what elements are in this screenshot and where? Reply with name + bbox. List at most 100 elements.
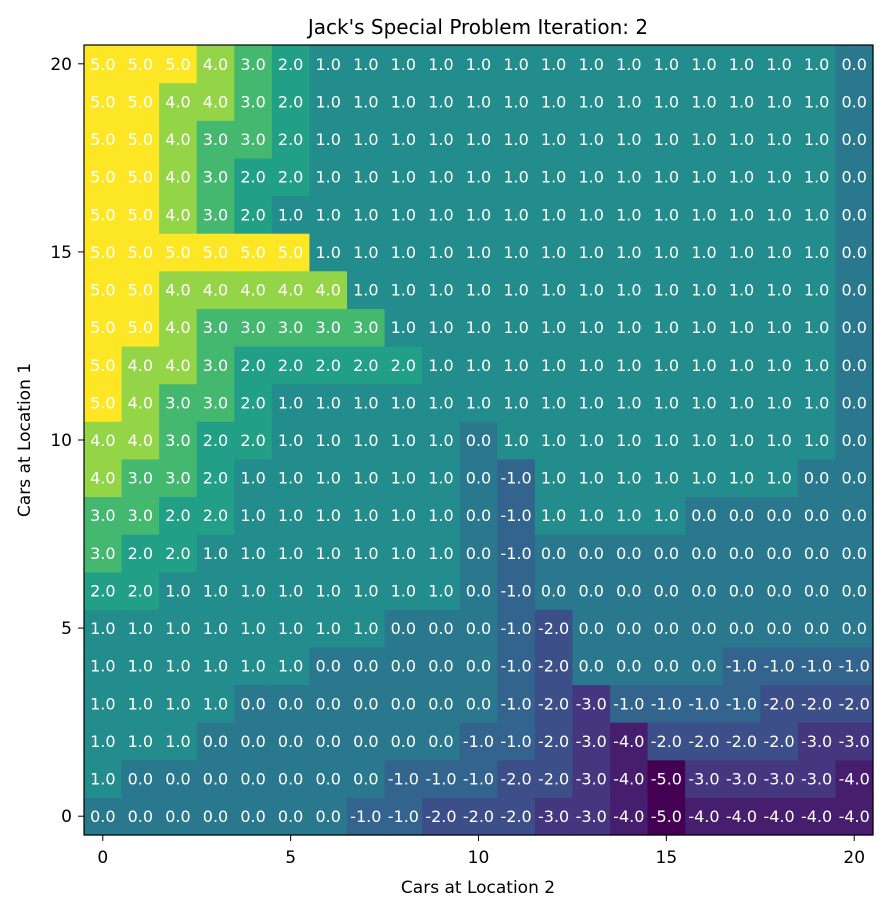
cell-label-10-18: 1.0 xyxy=(766,431,791,450)
heatmap-cell-18-13 xyxy=(572,120,611,159)
heatmap-cell-3-7 xyxy=(347,684,386,723)
cell-label-9-11: -1.0 xyxy=(500,469,531,488)
heatmap-cell-8-3 xyxy=(196,496,235,535)
heatmap-cell-11-4 xyxy=(234,383,273,422)
cell-label-11-2: 3.0 xyxy=(165,393,190,412)
cell-label-18-17: 1.0 xyxy=(729,130,754,149)
cell-label-10-0: 4.0 xyxy=(90,431,115,450)
heatmap-cell-12-18 xyxy=(760,345,799,385)
cell-label-12-1: 4.0 xyxy=(128,356,153,375)
heatmap-cell-16-10 xyxy=(459,195,498,234)
cell-label-15-10: 1.0 xyxy=(466,243,491,262)
heatmap-cell-13-5 xyxy=(271,308,311,347)
heatmap-cell-5-13 xyxy=(572,609,611,648)
heatmap-cell-13-8 xyxy=(384,308,423,347)
heatmap-cell-9-20 xyxy=(835,458,874,498)
heatmap-cell-2-2 xyxy=(159,722,198,761)
heatmap-cell-14-19 xyxy=(797,270,837,309)
heatmap-cell-13-20 xyxy=(835,308,874,347)
cell-label-8-0: 3.0 xyxy=(90,506,115,525)
heatmap-cell-12-20 xyxy=(835,345,874,385)
cell-label-10-14: 1.0 xyxy=(616,431,641,450)
cell-label-5-13: 0.0 xyxy=(578,619,603,638)
cell-label-13-16: 1.0 xyxy=(691,318,716,337)
cell-label-16-8: 1.0 xyxy=(391,205,416,224)
cell-label-17-11: 1.0 xyxy=(503,168,528,187)
cell-label-19-0: 5.0 xyxy=(90,92,115,111)
heatmap-cell-1-10 xyxy=(459,759,498,798)
cell-label-15-20: 0.0 xyxy=(841,243,866,262)
heatmap-cell-1-8 xyxy=(384,759,423,798)
heatmap-cell-9-16 xyxy=(685,458,724,498)
heatmap-cell-17-9 xyxy=(422,157,461,197)
heatmap-cell-13-10 xyxy=(459,308,498,347)
heatmap-cell-4-9 xyxy=(422,646,461,686)
cell-label-19-3: 4.0 xyxy=(203,92,228,111)
heatmap-cell-6-7 xyxy=(347,571,386,610)
x-tick-label-0: 0 xyxy=(97,848,108,868)
cell-label-11-10: 1.0 xyxy=(466,393,491,412)
heatmap-cell-12-15 xyxy=(647,345,686,385)
heatmap-cell-17-15 xyxy=(647,157,686,197)
heatmap-cell-1-15 xyxy=(647,759,686,798)
cell-label-8-4: 1.0 xyxy=(240,506,265,525)
heatmap-cell-9-2 xyxy=(159,458,198,498)
heatmap-cell-15-0 xyxy=(84,233,123,272)
heatmap-cell-12-13 xyxy=(572,345,611,385)
heatmap-cell-19-18 xyxy=(760,82,799,121)
cell-label-20-15: 1.0 xyxy=(654,55,679,74)
heatmap-cell-20-15 xyxy=(647,45,686,84)
heatmap-cell-15-11 xyxy=(497,233,536,272)
heatmap-cell-20-3 xyxy=(196,45,235,84)
heatmap-cell-9-3 xyxy=(196,458,235,498)
heatmap-cell-18-12 xyxy=(534,120,574,159)
heatmap-cell-3-17 xyxy=(722,684,761,723)
cell-label-4-7: 0.0 xyxy=(353,657,378,676)
cell-label-0-12: -3.0 xyxy=(538,807,569,826)
heatmap-cell-16-2 xyxy=(159,195,198,234)
heatmap-cell-13-2 xyxy=(159,308,198,347)
cell-label-4-5: 1.0 xyxy=(278,657,303,676)
cell-label-3-5: 0.0 xyxy=(278,694,303,713)
heatmap-cell-0-2 xyxy=(159,797,198,836)
cell-label-9-12: 1.0 xyxy=(541,469,566,488)
cell-label-3-20: -2.0 xyxy=(839,694,870,713)
cell-label-14-11: 1.0 xyxy=(503,281,528,300)
cell-label-14-6: 4.0 xyxy=(315,281,340,300)
cell-label-13-9: 1.0 xyxy=(428,318,453,337)
heatmap-cell-14-11 xyxy=(497,270,536,309)
cell-label-11-12: 1.0 xyxy=(541,393,566,412)
cell-label-13-8: 1.0 xyxy=(391,318,416,337)
cell-label-5-8: 0.0 xyxy=(391,619,416,638)
heatmap-cell-16-19 xyxy=(797,195,837,234)
heatmap-cell-17-6 xyxy=(309,157,348,197)
heatmap-cell-8-20 xyxy=(835,496,874,535)
heatmap-cell-17-0 xyxy=(84,157,123,197)
cell-label-9-2: 3.0 xyxy=(165,469,190,488)
heatmap-cell-0-5 xyxy=(271,797,311,836)
heatmap-cell-5-1 xyxy=(121,609,160,648)
cell-label-12-5: 2.0 xyxy=(278,356,303,375)
heatmap-cell-16-20 xyxy=(835,195,874,234)
cell-label-15-13: 1.0 xyxy=(578,243,603,262)
cell-label-17-0: 5.0 xyxy=(90,168,115,187)
cell-label-3-11: -1.0 xyxy=(500,694,531,713)
cell-label-13-7: 3.0 xyxy=(353,318,378,337)
cell-label-20-16: 1.0 xyxy=(691,55,716,74)
cell-label-19-15: 1.0 xyxy=(654,92,679,111)
heatmap-cell-0-12 xyxy=(534,797,574,836)
heatmap-cell-5-19 xyxy=(797,609,837,648)
heatmap-cell-17-5 xyxy=(271,157,311,197)
heatmap-cell-19-6 xyxy=(309,82,348,121)
cell-label-11-17: 1.0 xyxy=(729,393,754,412)
cell-label-4-8: 0.0 xyxy=(391,657,416,676)
heatmap-cell-20-16 xyxy=(685,45,724,84)
cell-label-18-1: 5.0 xyxy=(128,130,153,149)
cell-label-16-14: 1.0 xyxy=(616,205,641,224)
heatmap-cell-1-2 xyxy=(159,759,198,798)
cell-label-5-14: 0.0 xyxy=(616,619,641,638)
cell-label-6-12: 0.0 xyxy=(541,581,566,600)
heatmap-cell-5-15 xyxy=(647,609,686,648)
cell-label-11-4: 2.0 xyxy=(240,393,265,412)
